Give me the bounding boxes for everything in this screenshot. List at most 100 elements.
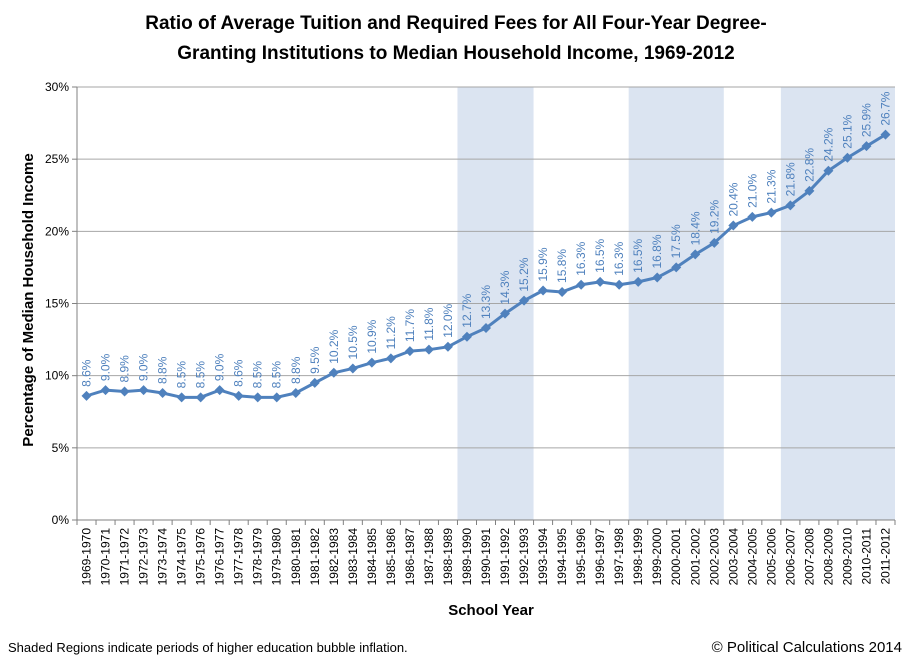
data-label: 9.0% [213,353,227,381]
data-label: 20.4% [726,182,740,216]
data-label: 13.3% [479,285,493,319]
data-label: 25.1% [840,114,854,148]
x-tick-label: 1996-1997 [593,528,607,586]
x-tick-label: 1994-1995 [555,528,569,586]
data-label: 16.8% [650,234,664,268]
data-label: 17.5% [669,224,683,258]
data-label: 9.5% [308,346,322,374]
data-label: 21.8% [783,162,797,196]
x-tick-label: 1987-1988 [422,528,436,586]
data-label: 11.8% [422,307,436,340]
data-label: 8.5% [270,361,284,389]
data-point [309,377,320,388]
data-point [385,353,396,364]
x-tick-label: 1971-1972 [118,528,132,586]
data-point [157,387,168,398]
x-tick-label: 1974-1975 [175,528,189,586]
x-tick-label: 2005-2006 [764,528,778,586]
data-label: 9.0% [99,353,113,381]
data-point [347,363,358,374]
x-tick-label: 2002-2003 [707,528,721,586]
x-tick-label: 1980-1981 [289,528,303,586]
x-tick-label: 2008-2009 [821,528,835,586]
data-point [633,276,644,287]
x-tick-label: 1972-1973 [137,528,151,586]
data-point [271,392,282,403]
data-point [804,185,815,196]
data-label: 8.6% [80,359,94,387]
data-point [861,141,872,152]
data-point [576,279,587,290]
y-tick-label: 10% [45,369,69,383]
y-tick-label: 25% [45,152,69,166]
x-tick-label: 1979-1980 [270,528,284,586]
y-axis-tick-labels: 0% 5% 10% 15% 20% 25% 30% [45,80,69,527]
data-label: 8.9% [118,355,132,383]
data-labels: 8.6% 9.0% 8.9% 9.0% 8.8% 8.5% 8.5% 9.0% 8.6% 8.5%… [80,91,893,388]
data-point [671,262,682,273]
x-tick-label: 2000-2001 [669,528,683,586]
x-tick-label: 2001-2002 [688,528,702,586]
y-tick-label: 15% [45,297,69,311]
x-tick-label: 2009-2010 [840,528,854,586]
data-point [100,385,111,396]
x-tick-label: 1984-1985 [365,528,379,586]
x-tick-label: 1973-1974 [156,528,170,586]
data-point [519,295,530,306]
footer-note: Shaded Regions indicate periods of highe… [8,640,408,655]
y-tick-label: 0% [52,513,70,527]
data-point [176,392,187,403]
x-tick-label: 1991-1992 [498,528,512,586]
data-label: 21.3% [764,169,778,203]
data-point [842,152,853,163]
data-label: 22.8% [802,148,816,182]
x-tick-label: 1982-1983 [327,528,341,586]
data-label: 9.0% [137,353,151,381]
data-label: 12.7% [460,293,474,327]
data-label: 11.2% [384,316,398,349]
x-tick-label: 2011-2012 [878,528,892,585]
data-point [728,220,739,231]
x-axis-title: School Year [448,602,534,619]
data-point [766,207,777,218]
data-label: 8.8% [156,356,170,384]
x-tick-label: 1999-2000 [650,528,664,586]
data-point [709,237,720,248]
x-tick-label: 1988-1989 [441,528,455,586]
y-tick-label: 20% [45,224,69,238]
x-tick-label: 1985-1986 [384,528,398,586]
x-tick-label: 2007-2008 [802,528,816,586]
x-tick-label: 1983-1984 [346,528,360,586]
data-label: 8.6% [232,359,246,387]
data-point [880,129,891,140]
y-axis-title: Percentage of Median Household Income [20,153,37,446]
credit-text: © Political Calculations 2014 [712,639,902,656]
x-tick-label: 2003-2004 [726,528,740,586]
x-tick-label: 1998-1999 [631,528,645,586]
x-tick-label: 1986-1987 [403,528,417,586]
data-point [442,341,453,352]
chart-title-line-2: Granting Institutions to Median Househol… [177,43,734,64]
data-label: 10.5% [346,325,360,359]
chart-title-line-1: Ratio of Average Tuition and Required Fe… [145,13,766,34]
data-point [652,272,663,283]
series-line-group [81,129,891,403]
x-tick-label: 1981-1982 [308,528,322,586]
x-tick-label: 2010-2011 [859,528,873,585]
data-label: 10.9% [365,319,379,353]
data-point [119,386,130,397]
data-point [823,165,834,176]
data-point [252,392,263,403]
data-point [290,387,301,398]
data-point [366,357,377,368]
data-point [747,211,758,222]
data-label: 25.9% [859,103,873,137]
data-label: 10.2% [327,329,341,363]
data-point [690,249,701,260]
x-tick-label: 1995-1996 [574,528,588,586]
x-tick-label: 1977-1978 [232,528,246,586]
data-point [214,385,225,396]
data-label: 24.2% [821,127,835,161]
x-tick-label: 1976-1977 [213,528,227,586]
data-label: 8.5% [175,361,189,389]
